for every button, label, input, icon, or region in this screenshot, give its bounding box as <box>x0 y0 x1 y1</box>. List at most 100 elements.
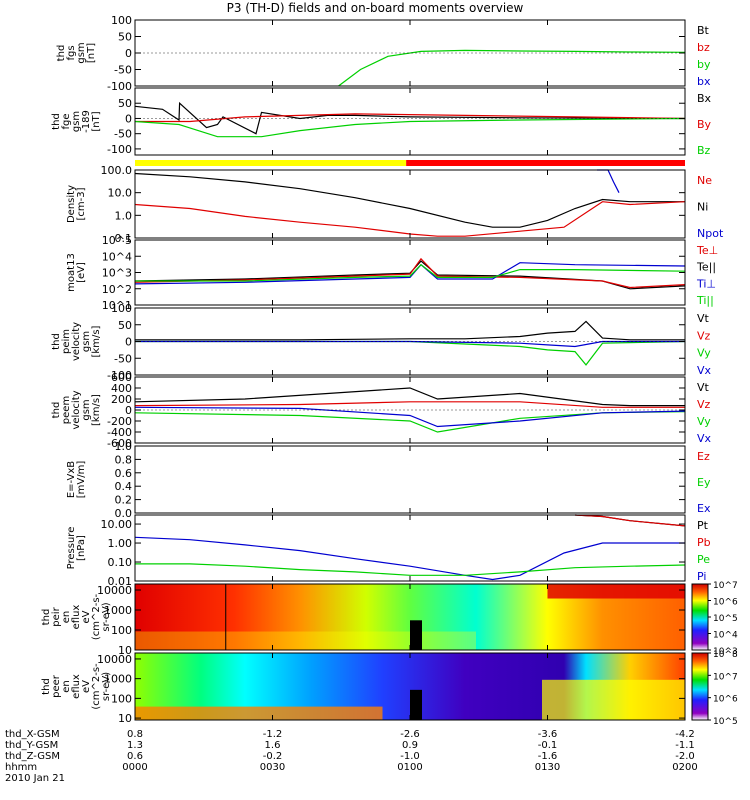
x-axis-value: -1.0 <box>400 751 420 762</box>
x-axis-value: -2.0 <box>675 751 695 762</box>
x-axis-value: 0.9 <box>402 740 418 751</box>
legend-label: Pb <box>697 536 711 549</box>
y-tick-label: -50 <box>114 128 132 141</box>
colorbar-tick-label: 10^4 <box>713 631 738 641</box>
x-axis-value: -1.1 <box>675 740 695 751</box>
x-axis-value: -1.6 <box>538 751 558 762</box>
colorbar-tick-label: 10^6 <box>713 695 738 705</box>
status-bar-segment <box>406 160 685 166</box>
panel-pressure <box>134 514 686 582</box>
series-line <box>134 262 686 285</box>
panel-peem <box>134 376 686 444</box>
y-axis-label: -189 <box>81 110 92 133</box>
y-axis-label: thd <box>41 609 52 626</box>
y-tick-label: -200 <box>107 415 132 428</box>
y-tick-label: 0 <box>125 404 132 417</box>
y-tick-label: 100 <box>111 302 132 315</box>
series-line <box>134 101 686 135</box>
y-tick-label: 10000 <box>97 653 132 666</box>
y-tick-label: 100.0 <box>101 164 133 177</box>
series-line <box>134 257 686 289</box>
y-axis-label: thd <box>51 113 62 130</box>
legend-label: Pt <box>697 519 709 532</box>
x-axis-row-label: thd_X-GSM <box>5 729 60 740</box>
series-line <box>134 117 686 138</box>
series-line <box>135 263 686 282</box>
y-axis-label: peem <box>61 396 72 424</box>
y-axis-label: velocity <box>71 390 82 429</box>
y-tick-label: 400 <box>111 382 132 395</box>
y-tick-label: -600 <box>107 437 132 450</box>
y-axis-label: [eV] <box>76 262 87 283</box>
y-axis-label: eV <box>81 610 92 623</box>
y-tick-label: -100 <box>107 369 132 382</box>
y-axis-label: sr-eV) <box>101 672 112 701</box>
y-axis-label: [nT] <box>91 111 102 131</box>
y-tick-label: 0.1 <box>115 232 133 245</box>
y-tick-label: 0.6 <box>115 467 133 480</box>
y-axis-label: Pressure <box>66 527 77 570</box>
panel-frame <box>134 445 686 514</box>
colorbar-tick-label: 10^8 <box>713 650 738 660</box>
legend-label: Vz <box>697 398 711 411</box>
x-axis-value: 0030 <box>260 762 285 773</box>
y-axis-label: thd <box>41 678 52 695</box>
y-axis-label: gsm <box>71 111 82 132</box>
y-axis-label: sr-eV) <box>101 602 112 631</box>
legend-label: by <box>697 58 711 71</box>
y-axis-label: peer <box>51 674 62 698</box>
y-axis-label: thd <box>51 402 62 419</box>
series-line <box>574 514 686 527</box>
colorbar <box>691 652 709 721</box>
panel-temperature <box>134 239 686 306</box>
colorbar-tick-label: 10^3 <box>713 647 738 657</box>
legend-label: Vt <box>697 312 710 325</box>
colorbar-tick-label: 10^6 <box>713 598 738 608</box>
series-line <box>135 320 685 341</box>
y-tick-label: 1.0 <box>115 209 133 222</box>
y-axis-label: Density <box>66 185 77 223</box>
panel-peir <box>134 583 711 651</box>
x-axis-value: 1.6 <box>265 740 281 751</box>
legend-label: Ex <box>697 502 711 515</box>
x-axis-value: -2.6 <box>400 729 420 740</box>
low-energy-band <box>542 679 685 720</box>
y-tick-label: 0.4 <box>115 480 133 493</box>
legend-label: Bz <box>697 144 711 157</box>
y-tick-label: 10^1 <box>102 299 132 312</box>
colorbar-tick-label: 10^7 <box>713 672 738 682</box>
y-tick-label: -50 <box>114 352 132 365</box>
x-axis-row-label: 2010 Jan 21 <box>5 773 65 784</box>
low-energy-band <box>135 631 476 650</box>
legend-label: bz <box>697 41 710 54</box>
y-axis-label: [cm-3] <box>76 187 87 220</box>
legend-label: Vz <box>697 329 711 342</box>
plot-title: P3 (TH-D) fields and on-board moments ov… <box>226 1 524 15</box>
y-tick-label: 0 <box>125 336 132 349</box>
y-tick-label: 50 <box>118 31 132 44</box>
x-axis-value: -4.2 <box>675 729 695 740</box>
x-axis-value: -3.6 <box>538 729 558 740</box>
x-axis-value: 0100 <box>397 762 422 773</box>
y-axis-label: peim <box>61 329 72 354</box>
low-energy-band <box>135 706 383 720</box>
y-tick-label: -50 <box>114 64 132 77</box>
legend-label: bx <box>697 75 711 88</box>
y-tick-label: 1.00 <box>108 537 133 550</box>
y-axis-label: peir <box>51 606 62 626</box>
y-axis-label: thd <box>51 333 62 350</box>
y-axis-label: eV <box>81 680 92 693</box>
y-tick-label: 10 <box>118 712 132 725</box>
y-tick-label: -100 <box>107 80 132 93</box>
legend-label: Vx <box>697 432 712 445</box>
x-axis-value: 0.6 <box>127 751 143 762</box>
colorbar <box>691 583 709 651</box>
y-axis-label: fgs <box>66 45 77 60</box>
y-tick-label: 0.2 <box>115 494 133 507</box>
y-tick-label: 50 <box>118 319 132 332</box>
series-line <box>338 49 686 87</box>
y-tick-label: 10000 <box>97 584 132 597</box>
colorbar-tick-label: 10^7 <box>713 581 738 591</box>
y-axis-label: [km/s] <box>91 394 102 426</box>
y-tick-label: 10 <box>118 644 132 657</box>
